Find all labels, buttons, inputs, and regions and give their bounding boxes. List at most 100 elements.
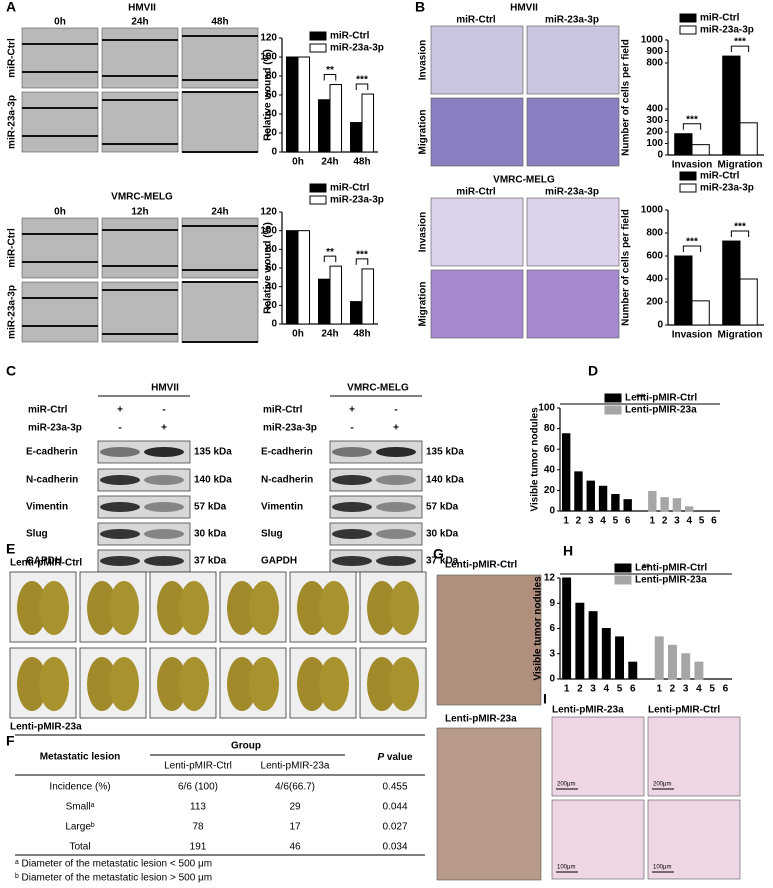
y-tick-label: 120 [260,207,277,218]
wound-image [21,27,99,89]
panel-letter: G [433,546,444,562]
panel-letter: E [6,541,15,557]
blot-band [144,502,184,512]
table-cell: Largeᵇ [65,822,95,833]
histology-image [647,716,741,797]
lung-lobe [297,581,327,635]
x-tick-label: 2 [662,516,668,527]
wound-image [101,281,179,343]
x-tick-label: 2 [576,516,582,527]
lung-lobe [319,657,349,711]
condition-sign: + [161,423,167,434]
bar [672,498,682,512]
group-label: Lenti-pMIR-23a [445,714,517,725]
row-label: miR-23a-3p [7,95,18,149]
y-tick-label: 6 [549,623,555,634]
x-tick-label: 3 [683,684,689,695]
bar [598,485,608,512]
x-tick-label: 1 [656,684,662,695]
significance: *** [734,37,746,48]
row-label: Invasion [418,40,429,81]
legend-label: miR-Ctrl [700,171,740,182]
bar [685,506,694,512]
x-tick-label: 24h [321,329,338,340]
protein-label: N-cadherin [261,475,313,486]
blot-band [100,502,140,512]
wound-image [181,91,259,153]
lung-lobe [109,657,139,711]
y-tick-label: 80 [266,244,278,255]
blot-band [332,447,372,457]
x-tick-label: Invasion [672,330,713,341]
time-label: 12h [131,207,148,218]
table-cell: 78 [192,822,204,833]
blot-band [144,556,184,566]
y-tick-label: 80 [266,71,278,82]
legend-label: Lenti-pMIR-23a [635,575,707,586]
group-label: Lenti-pMIR-Ctrl [445,560,517,571]
significance-bracket [323,74,337,81]
p-symbol: P [377,752,384,763]
blot-band [100,556,140,566]
y-tick-label: 60 [544,444,556,455]
y-tick-label: 12 [544,573,556,584]
blot-lane [329,522,423,546]
lung-lobe [249,581,279,635]
legend-label: Lenti-pMIR-Ctrl [625,393,697,404]
significance: ** [326,247,334,258]
x-tick-label: 4 [696,684,702,695]
x-tick-label: 0h [292,157,304,168]
bar [660,497,669,512]
bar [285,56,299,153]
x-tick-label: 1 [650,516,656,527]
protein-label: Slug [26,529,48,540]
bar [623,499,632,512]
condition-label: miR-Ctrl [28,405,68,416]
lung-lobe [109,581,139,635]
blot-lane [97,495,191,519]
y-tick-label: 1000 [641,35,664,46]
protein-label: N-cadherin [26,475,78,486]
blot-band [144,529,184,539]
bar [297,230,311,325]
time-label: 24h [131,17,148,28]
wound-image [101,91,179,153]
legend-swatch [679,171,697,181]
blot-band [332,556,372,566]
y-tick-label: 20 [544,485,556,496]
significance-bracket [355,83,369,91]
y-tick-label: 400 [646,274,663,285]
bar [574,471,583,512]
x-tick-label: 5 [613,516,619,527]
bar [561,433,571,512]
x-tick-label: 1 [563,516,569,527]
blot-band [376,447,416,457]
x-tick-label: 5 [699,516,705,527]
transwell-image [430,97,524,167]
transwell-image [430,25,524,95]
p-value-header: value [384,752,413,763]
lung-lobe [319,581,349,635]
x-tick-label: 6 [711,516,717,527]
blot-title: HMVII [151,383,179,394]
table-cell: 0.034 [382,842,407,853]
x-tick-label: 3 [590,684,596,695]
legend-swatch [614,575,632,585]
x-tick-label: 4 [686,516,692,527]
lung-lobe [39,657,69,711]
y-tick-label: 0 [271,147,277,158]
lung-lobe [249,657,279,711]
legend-label: Lenti-pMIR-23a [625,405,697,416]
protein-label: E-cadherin [261,447,313,458]
scale-label: 200μm [653,782,671,788]
table-header: P value [377,752,412,763]
transwell-image [526,197,620,267]
x-tick-label: 2 [577,684,583,695]
panel-letter: H [563,543,573,559]
column-label: miR-23a-3p [545,15,599,26]
table-cell: 4/6(66.7) [275,782,315,793]
x-tick-label: 5 [617,684,623,695]
y-tick-label: 20 [266,300,278,311]
bar [349,301,363,325]
